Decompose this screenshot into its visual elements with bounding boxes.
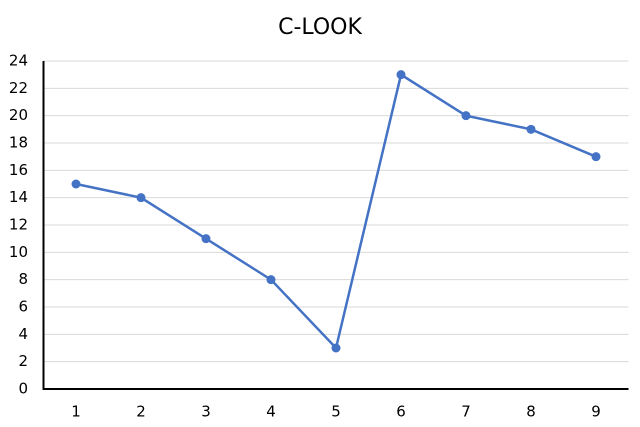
point-marker (591, 152, 601, 162)
y-tick-label: 2 (18, 352, 28, 370)
y-tick-label: 18 (9, 134, 28, 152)
x-tick-label: 7 (461, 403, 471, 421)
point-marker (201, 234, 211, 244)
y-tick-label: 0 (18, 380, 28, 398)
x-tick-label: 9 (591, 403, 601, 421)
point-marker (526, 124, 536, 134)
x-tick-label: 6 (396, 403, 406, 421)
x-tick-label: 3 (201, 403, 211, 421)
point-marker (396, 70, 406, 80)
x-tick-label: 1 (71, 403, 81, 421)
point-marker (136, 193, 146, 203)
y-tick-label: 10 (9, 243, 28, 261)
y-tick-label: 24 (9, 52, 28, 70)
y-tick-label: 12 (9, 216, 28, 234)
x-tick-label: 2 (136, 403, 146, 421)
point-marker (71, 179, 81, 189)
point-marker (461, 111, 471, 121)
chart-title: C-LOOK (278, 15, 362, 40)
x-tick-label: 8 (526, 403, 536, 421)
point-marker (331, 343, 341, 353)
y-tick-label: 14 (9, 188, 28, 206)
y-tick-label: 16 (9, 161, 28, 179)
y-tick-label: 4 (18, 325, 28, 343)
point-marker (266, 275, 276, 285)
y-tick-label: 6 (18, 298, 28, 316)
y-tick-label: 20 (9, 106, 28, 124)
y-tick-label: 22 (9, 79, 28, 97)
x-tick-label: 4 (266, 403, 276, 421)
x-tick-label: 5 (331, 403, 341, 421)
y-tick-label: 8 (18, 270, 28, 288)
